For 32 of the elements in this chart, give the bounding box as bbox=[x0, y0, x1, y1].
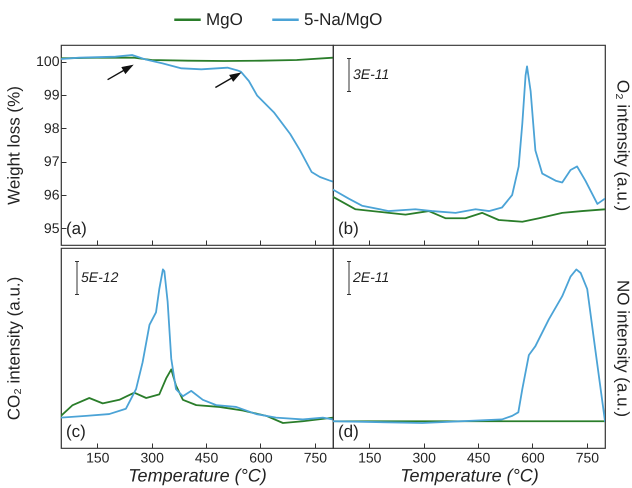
annotation: 2E-11 bbox=[352, 269, 390, 285]
annotation: (d) bbox=[338, 422, 359, 441]
y-tick-label: 97 bbox=[44, 153, 60, 170]
y-tick-label: 98 bbox=[44, 120, 60, 136]
y-axis-title: Weight loss (%) bbox=[4, 86, 24, 205]
y-tick-label: 100 bbox=[36, 53, 60, 70]
x-tick-label: 450 bbox=[466, 450, 490, 466]
x-tick-label: 450 bbox=[194, 450, 218, 466]
annotation: (c) bbox=[66, 422, 86, 441]
x-tick-label: 300 bbox=[140, 450, 164, 466]
legend-label: 5-Na/MgO bbox=[304, 10, 382, 29]
annotation: (a) bbox=[66, 219, 87, 238]
x-tick-label: 600 bbox=[249, 450, 273, 466]
x-axis-title: Temperature (°C) bbox=[400, 466, 539, 486]
y-tick-label: 95 bbox=[44, 220, 60, 236]
y-tick-label: 96 bbox=[44, 186, 60, 202]
x-tick-label: 150 bbox=[86, 450, 110, 466]
x-tick-label: 150 bbox=[358, 450, 382, 466]
x-tick-label: 600 bbox=[521, 450, 545, 466]
annotation: 3E-11 bbox=[353, 66, 390, 82]
x-tick-label: 750 bbox=[576, 450, 600, 466]
annotation: 5E-12 bbox=[81, 269, 119, 285]
legend-label: MgO bbox=[206, 10, 243, 29]
x-tick-label: 300 bbox=[412, 450, 436, 466]
x-axis-title: Temperature (°C) bbox=[128, 466, 267, 486]
y-axis-title: CO₂ intensity (a.u.) bbox=[4, 276, 24, 420]
annotation: (b) bbox=[338, 219, 359, 238]
y-tick-label: 99 bbox=[44, 86, 60, 102]
y-axis-title: NO intensity (a.u.) bbox=[614, 280, 632, 417]
x-tick-label: 750 bbox=[304, 450, 328, 466]
y-axis-title: O₂ intensity (a.u.) bbox=[614, 80, 632, 212]
line-series bbox=[61, 54, 333, 183]
